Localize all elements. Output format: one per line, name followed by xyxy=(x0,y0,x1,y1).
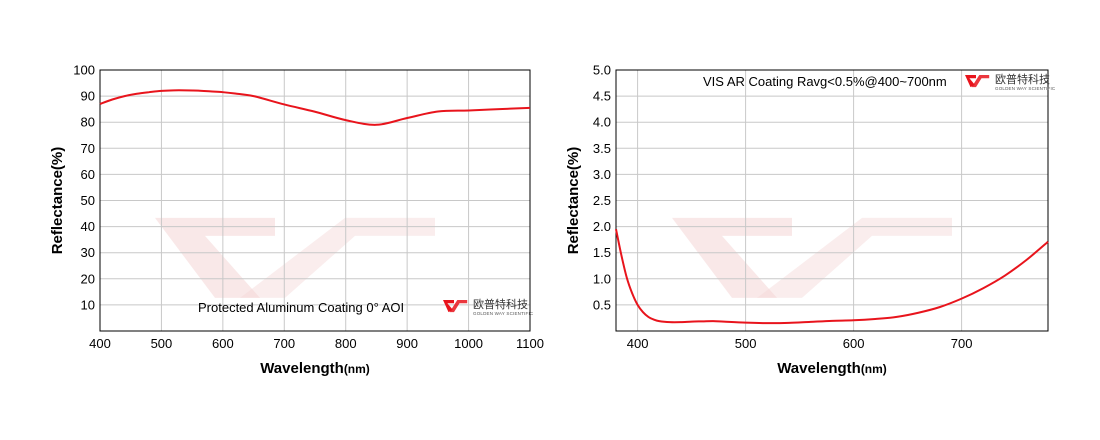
watermark-logo xyxy=(155,217,435,298)
y-tick-label: 0.5 xyxy=(593,297,611,312)
x-tick-label: 700 xyxy=(951,336,973,351)
x-tick-labels: 400 500 600 700 xyxy=(627,336,973,351)
y-tick-label: 3.0 xyxy=(593,167,611,182)
x-axis-title-unit: (nm) xyxy=(861,362,887,376)
brand-name-cn: 欧普特科技 xyxy=(473,297,528,311)
x-tick-labels: 400 500 600 700 800 900 1000 1100 xyxy=(89,336,544,351)
y-tick-label: 70 xyxy=(81,141,95,156)
coating-annotation: Protected Aluminum Coating 0° AOI xyxy=(198,300,404,315)
y-tick-label: 30 xyxy=(81,245,95,260)
reflectance-curve xyxy=(99,89,531,126)
x-tick-label: 600 xyxy=(843,336,865,351)
watermark-chevron-left xyxy=(155,217,275,298)
watermark-logo xyxy=(672,217,952,298)
x-tick-label: 600 xyxy=(212,336,234,351)
y-tick-label: 5.0 xyxy=(593,63,611,78)
coating-annotation: VIS AR Coating Ravg<0.5%@400~700nm xyxy=(703,74,947,89)
y-axis-title: Reflectance(%) xyxy=(49,147,66,255)
x-tick-label: 900 xyxy=(396,336,418,351)
watermark-chevron-right xyxy=(240,217,435,298)
grid-lines xyxy=(100,70,530,331)
y-tick-label: 1.5 xyxy=(593,245,611,260)
ar-coating-reflectance-chart: 400 500 600 700 0.5 1.0 1.5 2.0 2.5 3.0 3.5 4.0 4.5… xyxy=(565,63,1056,378)
brand-name-en: GOLDEN WAY SCIENTIFIC xyxy=(473,311,534,316)
y-tick-label: 2.5 xyxy=(593,193,611,208)
y-tick-label: 10 xyxy=(81,297,95,312)
x-tick-label: 500 xyxy=(735,336,757,351)
plot-frame xyxy=(615,69,1049,332)
x-tick-label: 1000 xyxy=(454,336,483,351)
aluminum-reflectance-chart: 400 500 600 700 800 900 1000 1100 10 20 30 40 50 60 7… xyxy=(49,63,544,378)
y-tick-label: 4.0 xyxy=(593,115,611,130)
y-tick-label: 50 xyxy=(81,193,95,208)
y-tick-label: 3.5 xyxy=(593,141,611,156)
y-tick-labels: 0.5 1.0 1.5 2.0 2.5 3.0 3.5 4.0 4.5 5.0 xyxy=(593,63,611,313)
x-axis-title: Wavelength(nm) xyxy=(777,360,887,377)
plot-frame xyxy=(99,69,531,332)
grid-lines xyxy=(616,70,1048,331)
x-tick-label: 700 xyxy=(273,336,295,351)
y-tick-label: 60 xyxy=(81,167,95,182)
brand-name-cn: 欧普特科技 xyxy=(995,72,1050,86)
x-tick-label: 1100 xyxy=(516,336,544,351)
brand-logo: 欧普特科技 GOLDEN WAY SCIENTIFIC xyxy=(443,297,534,316)
x-tick-label: 500 xyxy=(151,336,173,351)
x-tick-label: 400 xyxy=(627,336,649,351)
brand-logo-icon xyxy=(443,300,468,313)
y-axis-title: Reflectance(%) xyxy=(565,147,582,255)
x-tick-label: 400 xyxy=(89,336,111,351)
x-tick-label: 800 xyxy=(335,336,357,351)
y-tick-labels: 10 20 30 40 50 60 70 80 90 100 xyxy=(73,63,95,313)
x-axis-title-main: Wavelength xyxy=(260,360,344,377)
y-tick-label: 4.5 xyxy=(593,89,611,104)
watermark-chevron-left xyxy=(672,217,792,298)
y-tick-label: 90 xyxy=(81,89,95,104)
x-axis-title-unit: (nm) xyxy=(344,362,370,376)
y-tick-label: 20 xyxy=(81,271,95,286)
brand-logo: 欧普特科技 GOLDEN WAY SCIENTIFIC xyxy=(965,72,1056,91)
y-tick-label: 80 xyxy=(81,115,95,130)
brand-name-en: GOLDEN WAY SCIENTIFIC xyxy=(995,86,1056,91)
x-axis-title-main: Wavelength xyxy=(777,360,861,377)
reflectance-curve xyxy=(615,229,1049,325)
brand-logo-icon xyxy=(965,75,990,88)
y-tick-label: 100 xyxy=(73,63,95,78)
y-tick-label: 1.0 xyxy=(593,271,611,286)
y-tick-label: 2.0 xyxy=(593,219,611,234)
x-axis-title: Wavelength(nm) xyxy=(260,360,370,377)
watermark-chevron-right xyxy=(757,217,952,298)
y-tick-label: 40 xyxy=(81,219,95,234)
